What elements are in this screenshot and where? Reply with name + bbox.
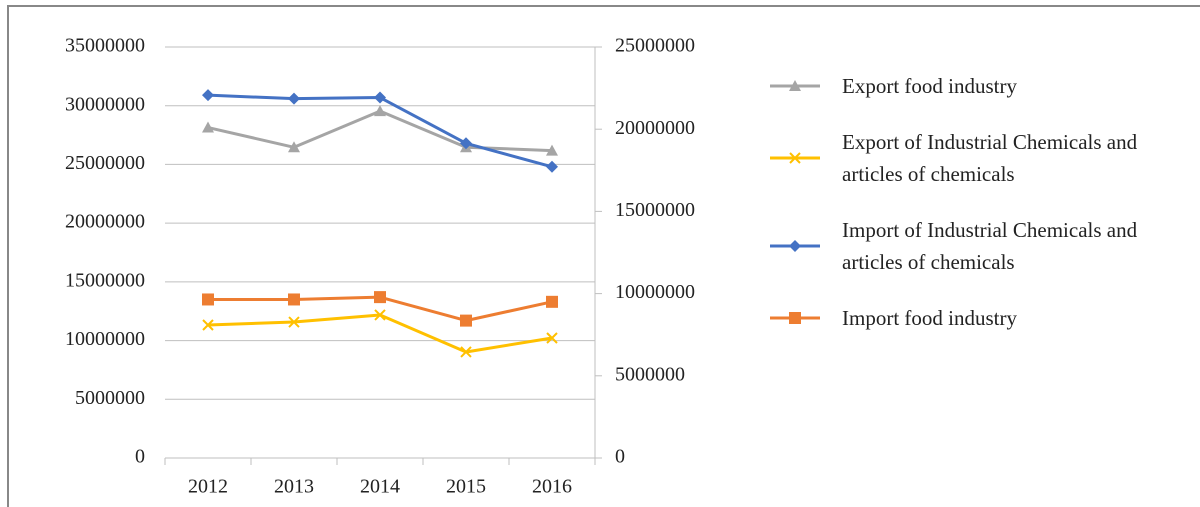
x-tick-label: 2016 [532, 476, 572, 498]
x-tick-label: 2013 [274, 476, 314, 498]
x-tick-label: 2014 [360, 476, 400, 498]
legend-item: Import food industry [768, 302, 1188, 334]
series-line [207, 109, 553, 153]
marker [460, 137, 472, 150]
marker [374, 91, 386, 104]
y-tick-label: 15000000 [65, 269, 145, 291]
legend-label: Export food industry [842, 74, 1017, 98]
y-tick-label: 5000000 [75, 387, 145, 409]
legend-swatch [770, 80, 820, 91]
legend-swatch [770, 152, 820, 164]
legend-item: Export food industry [768, 70, 1188, 102]
marker [546, 160, 558, 173]
y2-tick-label: 20000000 [615, 117, 695, 139]
y2-tick-label: 5000000 [615, 363, 685, 385]
legend-label: Export of Industrial Chemicals and artic… [842, 130, 1138, 186]
y-tick-label: 20000000 [65, 211, 145, 233]
y-tick-label: 25000000 [65, 152, 145, 174]
marker [789, 152, 801, 164]
marker [202, 89, 214, 102]
x-tick-label: 2015 [446, 476, 486, 498]
marker [789, 312, 801, 324]
y2-tick-label: 0 [615, 446, 625, 468]
y2-tick-label: 15000000 [615, 199, 695, 221]
legend-label: Import food industry [842, 306, 1017, 330]
frame [7, 5, 1200, 507]
legend: Export food industry Export of Industrial… [768, 70, 1188, 358]
marker [546, 332, 558, 344]
legend-swatch [770, 240, 820, 252]
y-tick-label: 30000000 [65, 93, 145, 115]
marker [288, 141, 300, 153]
marker [546, 144, 558, 156]
marker [546, 295, 558, 308]
marker [202, 319, 214, 331]
marker [202, 293, 214, 306]
marker [460, 346, 472, 358]
legend-label: Import of Industrial Chemicals and artic… [842, 218, 1138, 274]
y-tick-label: 35000000 [65, 35, 145, 57]
legend-swatch [770, 312, 820, 324]
y2-tick-label: 10000000 [615, 281, 695, 303]
legend-item: Export of Industrial Chemicals and artic… [768, 126, 1188, 190]
marker [374, 105, 386, 117]
marker [374, 291, 386, 304]
y2-tick-label: 25000000 [615, 35, 695, 57]
series-line [207, 313, 553, 354]
marker [789, 80, 801, 91]
legend-item: Import of Industrial Chemicals and artic… [768, 214, 1188, 278]
marker [789, 240, 801, 252]
marker [288, 293, 300, 306]
y-tick-label: 10000000 [65, 328, 145, 350]
marker [460, 314, 472, 327]
marker [374, 309, 386, 321]
marker [202, 121, 214, 133]
marker [288, 316, 300, 328]
y-tick-label: 0 [135, 446, 145, 468]
x-tick-label: 2012 [188, 476, 228, 498]
marker [288, 92, 300, 105]
